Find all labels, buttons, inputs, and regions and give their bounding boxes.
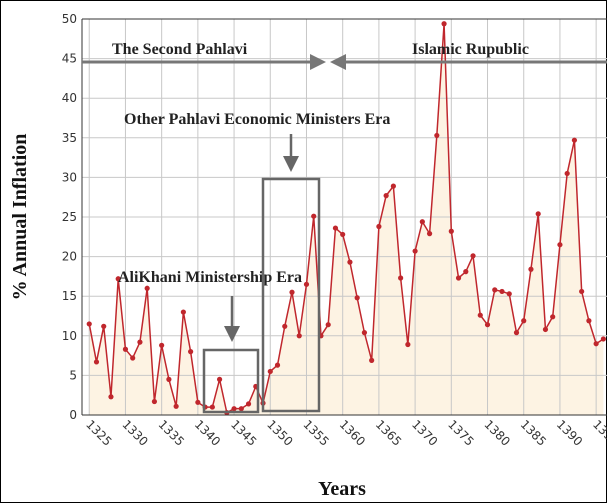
data-point <box>383 193 389 199</box>
data-point <box>245 401 252 407</box>
y-tick-label: 0 <box>69 408 77 422</box>
y-tick-label: 25 <box>62 210 77 224</box>
data-point <box>484 322 491 328</box>
data-point <box>521 318 527 324</box>
data-point <box>557 242 563 248</box>
data-point <box>144 285 150 291</box>
data-point <box>137 339 143 345</box>
data-point <box>325 322 331 328</box>
annotation: AliKhani Ministership Era <box>118 269 302 286</box>
data-point <box>303 281 310 287</box>
area <box>89 23 604 415</box>
data-point <box>108 394 114 400</box>
data-point <box>361 330 368 336</box>
data-point <box>564 170 570 177</box>
data-point <box>470 253 476 259</box>
arrow-head <box>310 54 326 70</box>
data-point <box>535 211 541 217</box>
y-tick-label: 10 <box>62 329 77 343</box>
data-point <box>354 295 360 301</box>
data-point <box>238 406 244 412</box>
data-point <box>434 132 440 139</box>
annotation: Other Pahlavi Economic Ministers Era <box>124 111 390 128</box>
data-point <box>115 276 121 282</box>
data-point <box>267 368 273 375</box>
data-point <box>571 137 578 143</box>
data-point <box>550 314 556 320</box>
data-point <box>231 406 237 412</box>
data-point <box>455 275 462 281</box>
data-point <box>426 231 433 237</box>
y-tick-label: 5 <box>69 368 77 382</box>
era-box <box>202 348 260 414</box>
data-point <box>340 231 346 238</box>
data-point <box>180 309 186 315</box>
data-point <box>159 342 165 348</box>
data-point <box>586 318 592 324</box>
data-point <box>513 330 520 336</box>
data-point <box>195 399 201 405</box>
data-point <box>173 403 179 409</box>
data-point <box>579 288 585 295</box>
annotation: Islamic Rupublic <box>412 41 529 58</box>
era-box <box>261 177 321 413</box>
y-tick-label: 50 <box>62 12 77 26</box>
arrow-head <box>330 54 346 70</box>
data-point <box>506 291 512 297</box>
data-point <box>282 323 288 329</box>
annotation: The Second Pahlavi <box>112 41 248 58</box>
data-point <box>463 269 469 275</box>
y-tick-label: 15 <box>62 289 77 303</box>
data-point <box>542 326 549 333</box>
data-point <box>593 341 599 347</box>
data-point <box>390 183 396 189</box>
data-point <box>448 228 454 234</box>
data-point <box>499 288 505 295</box>
data-point <box>216 376 223 382</box>
data-point <box>86 321 92 327</box>
y-tick-label: 40 <box>62 91 77 105</box>
arrow-head <box>224 326 240 342</box>
data-point <box>332 225 339 231</box>
data-point <box>369 357 375 363</box>
data-point <box>188 349 194 355</box>
data-point <box>528 266 534 272</box>
data-point <box>600 336 606 342</box>
data-point <box>441 21 447 27</box>
annotations: The Second Pahlavi Islamic Rupublic Othe… <box>82 41 607 414</box>
data-point <box>376 223 382 230</box>
data-point <box>477 312 483 318</box>
data-point <box>398 275 404 281</box>
data-point <box>492 287 498 293</box>
data-point <box>274 362 281 368</box>
data-point <box>412 248 418 254</box>
data-point <box>347 259 353 265</box>
data-point <box>209 404 215 410</box>
data-point <box>122 346 129 352</box>
y-tick-label: 20 <box>62 250 77 264</box>
data-point <box>93 359 100 365</box>
y-tick-label: 30 <box>62 170 77 184</box>
data-point <box>419 219 425 225</box>
data-point <box>296 333 302 339</box>
data-point <box>405 341 411 348</box>
y-tick-label: 45 <box>62 52 77 66</box>
data-point <box>101 323 107 329</box>
arrow-head <box>283 156 299 172</box>
data-point <box>166 376 172 382</box>
y-axis-label: % Annual Inflation <box>9 134 31 301</box>
y-tick-label: 35 <box>62 131 77 145</box>
data-point <box>289 289 295 295</box>
data-point <box>130 355 136 361</box>
data-point <box>311 213 317 219</box>
x-axis-label: Years <box>318 478 366 500</box>
data-point <box>151 398 158 405</box>
